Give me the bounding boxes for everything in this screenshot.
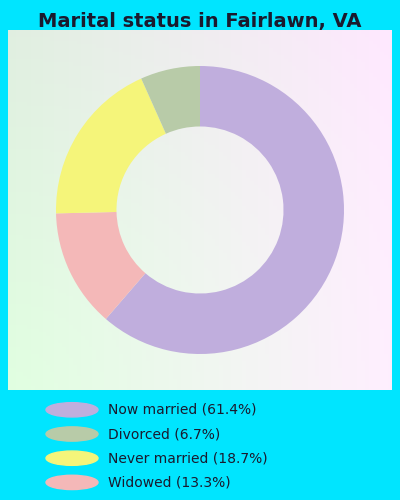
Text: Divorced (6.7%): Divorced (6.7%) xyxy=(108,427,220,441)
Text: Marital status in Fairlawn, VA: Marital status in Fairlawn, VA xyxy=(38,12,362,32)
Wedge shape xyxy=(141,66,200,134)
Wedge shape xyxy=(56,212,146,319)
Wedge shape xyxy=(106,66,344,354)
Text: Widowed (13.3%): Widowed (13.3%) xyxy=(108,476,231,490)
Circle shape xyxy=(46,451,98,466)
Wedge shape xyxy=(56,78,166,214)
Circle shape xyxy=(46,427,98,441)
Circle shape xyxy=(46,402,98,417)
Circle shape xyxy=(46,475,98,490)
Text: Never married (18.7%): Never married (18.7%) xyxy=(108,451,268,465)
Text: Now married (61.4%): Now married (61.4%) xyxy=(108,403,256,417)
